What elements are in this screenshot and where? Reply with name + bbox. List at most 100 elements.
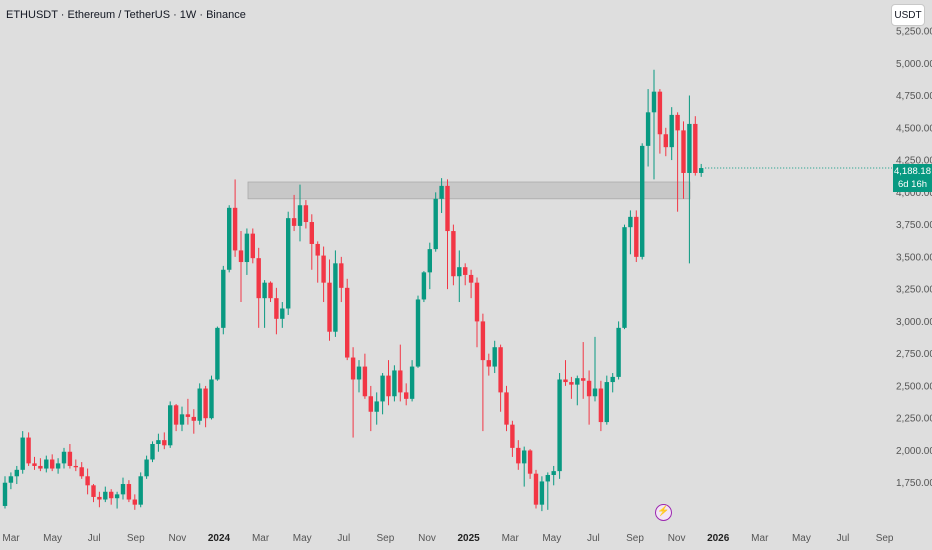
candle	[545, 472, 550, 510]
candle-body	[321, 255, 326, 283]
candle-body	[498, 347, 503, 393]
candle-body	[404, 392, 409, 399]
candle-body	[97, 496, 102, 500]
candle-body	[197, 388, 202, 421]
candle-body	[191, 416, 196, 421]
x-axis[interactable]: Mar May Jul Sep Nov 2024 Mar May Jul Sep Nov 2025 Ma…	[2, 533, 894, 544]
candle-body	[356, 366, 362, 380]
candle	[315, 241, 320, 283]
x-tick-label: Jul	[587, 533, 600, 544]
candle-body	[91, 485, 96, 497]
candle	[628, 210, 633, 255]
candle	[156, 433, 161, 452]
candle-body	[645, 112, 651, 146]
candle	[291, 194, 297, 232]
x-tick-label: 2025	[457, 533, 480, 544]
y-tick-label: 2,250.00	[896, 414, 932, 425]
candle-body	[44, 459, 49, 469]
candle-body	[162, 440, 167, 446]
y-tick-label: 3,000.00	[896, 317, 932, 328]
y-tick-label: 4,000.00	[896, 188, 932, 199]
candle	[114, 491, 120, 509]
candle-body	[492, 347, 497, 367]
candle-body	[415, 299, 421, 367]
candle	[209, 375, 214, 420]
candle-body	[510, 424, 515, 448]
currency-button[interactable]: USDT	[891, 4, 925, 26]
candle	[616, 321, 621, 380]
candle	[256, 247, 261, 328]
candle-body	[439, 185, 444, 199]
y-tick-label: 3,250.00	[896, 285, 932, 296]
candle-body	[150, 444, 155, 460]
candle	[409, 360, 415, 402]
candle	[297, 184, 303, 242]
candle	[533, 469, 539, 509]
candle-body	[504, 392, 509, 425]
candle-body	[527, 450, 533, 474]
candle	[439, 178, 444, 213]
candle	[268, 281, 273, 303]
x-tick-label: Jul	[88, 533, 101, 544]
candle	[91, 484, 96, 503]
candle	[38, 458, 43, 472]
candle	[486, 353, 491, 376]
candle-body	[268, 282, 273, 299]
candle-body	[144, 459, 149, 477]
candle-body	[8, 476, 14, 483]
candle	[362, 353, 368, 399]
current-price-label: 4,188.18 6d 16h	[893, 164, 932, 192]
candle	[474, 277, 480, 348]
candle-body	[445, 185, 450, 232]
candle	[663, 127, 668, 157]
candle-body	[103, 491, 108, 500]
y-tick-label: 5,250.00	[896, 27, 932, 38]
flash-icon[interactable]: ⚡	[655, 504, 672, 521]
candle	[539, 476, 545, 512]
candle	[327, 259, 332, 341]
x-tick-label: May	[542, 533, 561, 544]
candle	[522, 446, 527, 487]
candle	[280, 302, 285, 328]
candle-body	[687, 123, 692, 173]
y-axis[interactable]: 5,250.00 5,000.00 4,750.00 4,500.00 4,250.00…	[896, 27, 932, 490]
candle	[569, 376, 574, 399]
candle-body	[421, 272, 427, 300]
x-tick-label: Mar	[502, 533, 520, 544]
candle-body	[168, 405, 173, 446]
candle-body	[681, 130, 686, 173]
candle	[215, 326, 220, 381]
candle-body	[179, 414, 185, 425]
candle-body	[522, 450, 527, 464]
candle	[2, 476, 8, 509]
candle	[386, 360, 391, 406]
candle	[675, 112, 680, 212]
candle-body	[203, 388, 208, 419]
candle-body	[374, 401, 379, 412]
candle-body	[333, 263, 338, 332]
y-tick-label: 3,750.00	[896, 220, 932, 231]
candle-body	[215, 327, 220, 380]
candle	[14, 465, 19, 485]
candle	[138, 472, 143, 508]
candle	[26, 432, 31, 466]
candle-body	[250, 233, 255, 259]
candle-body	[634, 216, 639, 257]
candle	[97, 491, 102, 508]
candle	[173, 404, 179, 432]
y-tick-label: 1,750.00	[896, 478, 932, 489]
candle	[421, 271, 427, 303]
candle-body	[610, 376, 615, 383]
candle	[221, 265, 226, 335]
candle	[179, 406, 185, 432]
x-tick-label: May	[792, 533, 811, 544]
candle-body	[185, 414, 191, 417]
candle	[645, 89, 651, 167]
candle-body	[173, 405, 179, 425]
candle-body	[409, 366, 415, 399]
candle	[8, 472, 14, 490]
candle	[168, 401, 173, 448]
candle	[581, 342, 586, 399]
candle	[634, 210, 639, 263]
